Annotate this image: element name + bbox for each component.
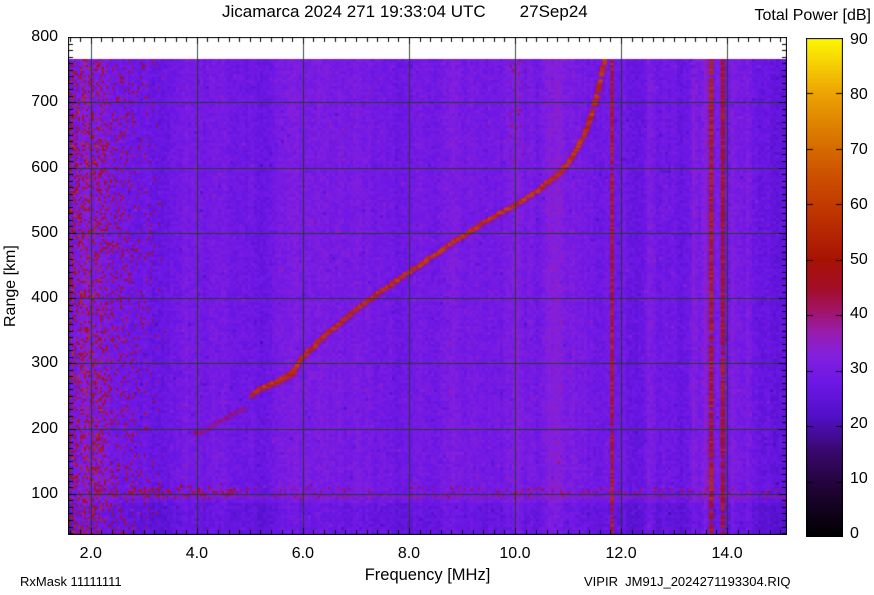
y-tick-label: 400 [31,289,58,307]
colorbar-tick-label: 0 [850,525,859,542]
x-tick-label: 14.0 [711,545,743,562]
x-tick-label: 10.0 [499,545,531,562]
y-tick-label: 200 [31,419,58,437]
y-tick-label: 600 [31,158,58,176]
date-label: 27Sep24 [519,2,588,21]
y-tick-label: 100 [31,484,58,502]
x-tick-label: 2.0 [79,545,102,562]
y-tick-label: 800 [31,28,58,45]
rx-mask-label: RxMask 11111111 [20,574,122,589]
colorbar-tick-label: 50 [850,250,868,268]
station-time-title: Jicamarca 2024 271 19:33:04 UTC [222,2,486,21]
y-tick-label: 700 [31,93,58,111]
figure-title: Jicamarca 2024 271 19:33:04 UTC 27Sep24 [222,2,588,22]
colorbar [806,38,843,537]
x-tick-label: 12.0 [605,545,637,562]
colorbar-tick-label: 30 [850,360,868,378]
y-tick-label: 300 [31,354,58,372]
x-axis-title: Frequency [MHz] [364,566,491,584]
colorbar-tick-label: 80 [850,85,868,103]
x-tick-label: 4.0 [185,545,208,562]
colorbar-tick-label: 10 [850,470,868,488]
colorbar-tick-label: 90 [850,31,868,48]
colorbar-tick-label: 70 [850,140,868,158]
colorbar-tick-label: 60 [850,195,868,213]
y-axis-title: Range [km] [2,245,19,327]
y-tick-label: 500 [31,223,58,241]
ionogram-heatmap [68,37,787,535]
colorbar-tick-label: 40 [850,305,868,323]
colorbar-tick-label: 20 [850,415,868,433]
x-tick-label: 6.0 [291,545,315,562]
x-tick-label: 8.0 [397,545,421,562]
colorbar-title: Total Power [dB] [754,7,872,24]
data-file-label: VIPIR JM91J_2024271193304.RIQ [584,574,791,589]
